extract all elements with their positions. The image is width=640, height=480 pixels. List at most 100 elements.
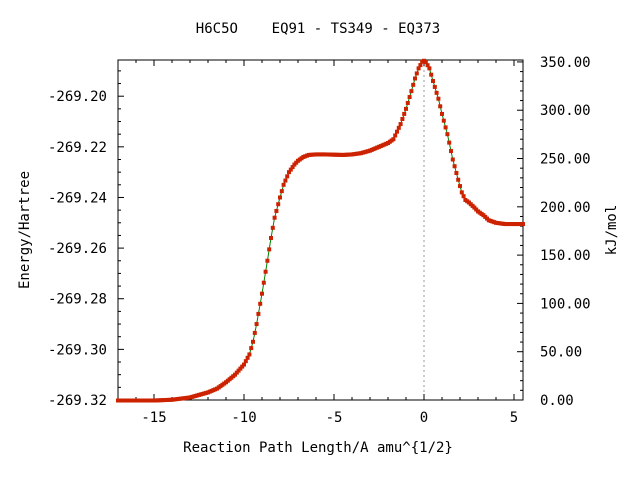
data-point [276, 202, 281, 207]
tick-labels: -15 -10 -5 0 5 -269.32 -269.30 -269.28 -269.26 -2… [48, 55, 591, 426]
data-point [290, 165, 295, 170]
data-point [452, 164, 457, 169]
data-point [405, 100, 410, 105]
data-point [260, 291, 264, 296]
data-point [238, 366, 243, 371]
data-point [256, 311, 261, 316]
y2-tick-label: 250.00 [540, 152, 591, 168]
data-point [429, 72, 434, 77]
data-point [414, 71, 419, 76]
data-markers [116, 58, 525, 403]
data-point [461, 194, 466, 199]
data-point [288, 167, 293, 172]
data-point [240, 364, 245, 369]
data-point [395, 129, 399, 134]
data-point [247, 352, 252, 357]
data-point [458, 184, 462, 189]
data-point [456, 177, 461, 182]
data-point [400, 116, 405, 121]
y-tick-label: -269.24 [48, 190, 107, 206]
data-point [402, 111, 407, 116]
data-point [234, 370, 239, 375]
data-point [436, 96, 441, 101]
data-point [459, 190, 464, 195]
y2-axis-label: kJ/mol [604, 205, 620, 256]
x-axis-label: Reaction Path Length/A amu^{1/2} [183, 440, 453, 456]
data-point [431, 79, 435, 84]
y-tick-label: -269.30 [48, 342, 107, 358]
data-point [425, 63, 430, 68]
y2-tick-label: 100.00 [540, 296, 591, 312]
data-point [287, 170, 291, 175]
data-point [251, 339, 255, 344]
plot-border [117, 59, 524, 401]
data-point [261, 280, 266, 285]
data-point [245, 355, 250, 360]
data-point [409, 89, 414, 94]
data-point [391, 137, 396, 142]
data-point [413, 76, 417, 81]
data-point [445, 132, 450, 137]
y2-tick-label: 150.00 [540, 248, 591, 264]
data-point [440, 111, 444, 116]
data-point [521, 222, 525, 227]
data-point [450, 157, 455, 162]
data-point [272, 215, 277, 220]
plot-area: -15 -10 -5 0 5 -269.32 -269.30 -269.28 -269.26 -2… [48, 55, 591, 426]
data-point [434, 90, 439, 95]
y2-tick-label: 350.00 [540, 55, 591, 71]
y2-tick-label: 50.00 [540, 345, 582, 361]
y-tick-label: -269.26 [48, 241, 107, 257]
x-tick-label: -5 [326, 410, 343, 426]
data-point [454, 170, 459, 175]
data-point [249, 346, 254, 351]
data-point [270, 225, 275, 230]
data-point [242, 362, 246, 367]
y-tick-label: -269.28 [48, 292, 107, 308]
y-tick-label: -269.22 [48, 140, 107, 156]
x-tick-label: -15 [141, 410, 166, 426]
chart-title: H6C5O EQ91 - TS349 - EQ373 [196, 21, 440, 37]
data-point [274, 208, 279, 213]
data-point [267, 247, 272, 252]
data-point [285, 174, 290, 179]
data-point [393, 133, 398, 138]
x-tick-label: 0 [420, 410, 428, 426]
data-point [423, 60, 428, 65]
data-point [438, 104, 443, 109]
data-point [269, 235, 273, 240]
data-point [407, 95, 412, 100]
data-point [236, 368, 241, 373]
data-point [265, 258, 270, 263]
data-point [418, 63, 423, 68]
x-tick-label: -10 [231, 410, 256, 426]
data-point [396, 125, 401, 130]
energy-curve [118, 60, 523, 401]
data-point [432, 84, 437, 89]
data-point [278, 195, 282, 200]
data-point [443, 125, 448, 130]
data-point [447, 140, 452, 145]
data-point [427, 66, 432, 71]
data-point [449, 149, 453, 154]
y-tick-label: -269.20 [48, 89, 107, 105]
y2-tick-label: 300.00 [540, 103, 591, 119]
data-point [243, 359, 248, 364]
data-point [252, 330, 257, 335]
y2-tick-label: 0.00 [540, 393, 574, 409]
axis-ticks [117, 60, 523, 401]
data-point [398, 122, 403, 127]
data-point [441, 118, 446, 123]
x-tick-label: 5 [510, 410, 518, 426]
data-point [254, 322, 259, 327]
data-point [411, 82, 416, 87]
y2-tick-label: 200.00 [540, 200, 591, 216]
data-point [404, 106, 408, 111]
data-point [263, 269, 268, 274]
y-tick-label: -269.32 [48, 393, 107, 409]
data-point [258, 301, 263, 306]
data-point [283, 178, 288, 183]
y-axis-label: Energy/Hartree [17, 171, 33, 289]
data-point [281, 182, 286, 187]
